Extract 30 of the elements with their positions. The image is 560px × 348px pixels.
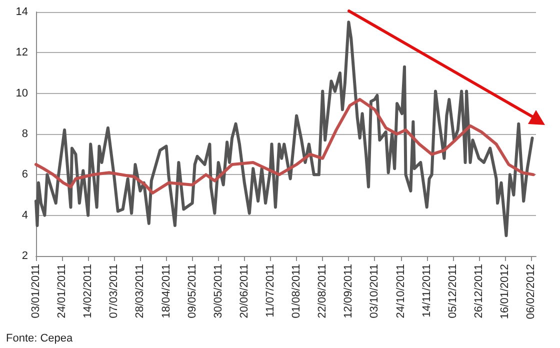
y-tick-label: 8: [22, 128, 28, 140]
x-tick-label: 05/12/2011: [446, 264, 459, 318]
y-tick-label: 2: [22, 250, 28, 262]
x-tick-label: 01/08/2011: [290, 264, 303, 318]
y-tick-label: 6: [22, 168, 28, 181]
x-tick-label: 24/10/2011: [394, 264, 407, 318]
x-tick-label: 09/05/2011: [186, 264, 198, 318]
x-tick-label: 22/08/2011: [316, 264, 329, 318]
x-tick-label: 18/04/2011: [160, 264, 172, 318]
x-tick-label: 12/09/2011: [342, 264, 355, 318]
x-tick-label: 07/03/2011: [108, 264, 120, 318]
x-tick-label: 14/11/2011: [420, 264, 433, 318]
x-tick-label: 20/06/2011: [238, 264, 250, 318]
x-tick-label: 24/01/2011: [56, 264, 68, 318]
x-tick-label: 28/03/2011: [134, 264, 146, 318]
x-tick-label: 03/10/2011: [368, 264, 381, 318]
y-tick-label: 12: [16, 46, 28, 59]
source-note: Fonte: Cepea: [6, 332, 74, 344]
y-tick-label: 10: [16, 87, 28, 100]
y-tick-label: 4: [22, 209, 28, 222]
x-tick-label: 14/02/2011: [82, 264, 94, 318]
line-series: [34, 98, 536, 194]
x-tick-label: 06/02/2012: [525, 264, 538, 320]
x-tick-label: 03/01/2011: [30, 264, 42, 318]
y-tick-label: 14: [16, 6, 28, 18]
line-series: [34, 20, 534, 238]
x-tick-label: 30/05/2011: [212, 264, 224, 318]
x-tick-label: 11/07/2011: [264, 264, 276, 318]
x-tick-label: 26/12/2011: [472, 264, 485, 318]
x-tick-label: 16/01/2012: [498, 264, 511, 320]
